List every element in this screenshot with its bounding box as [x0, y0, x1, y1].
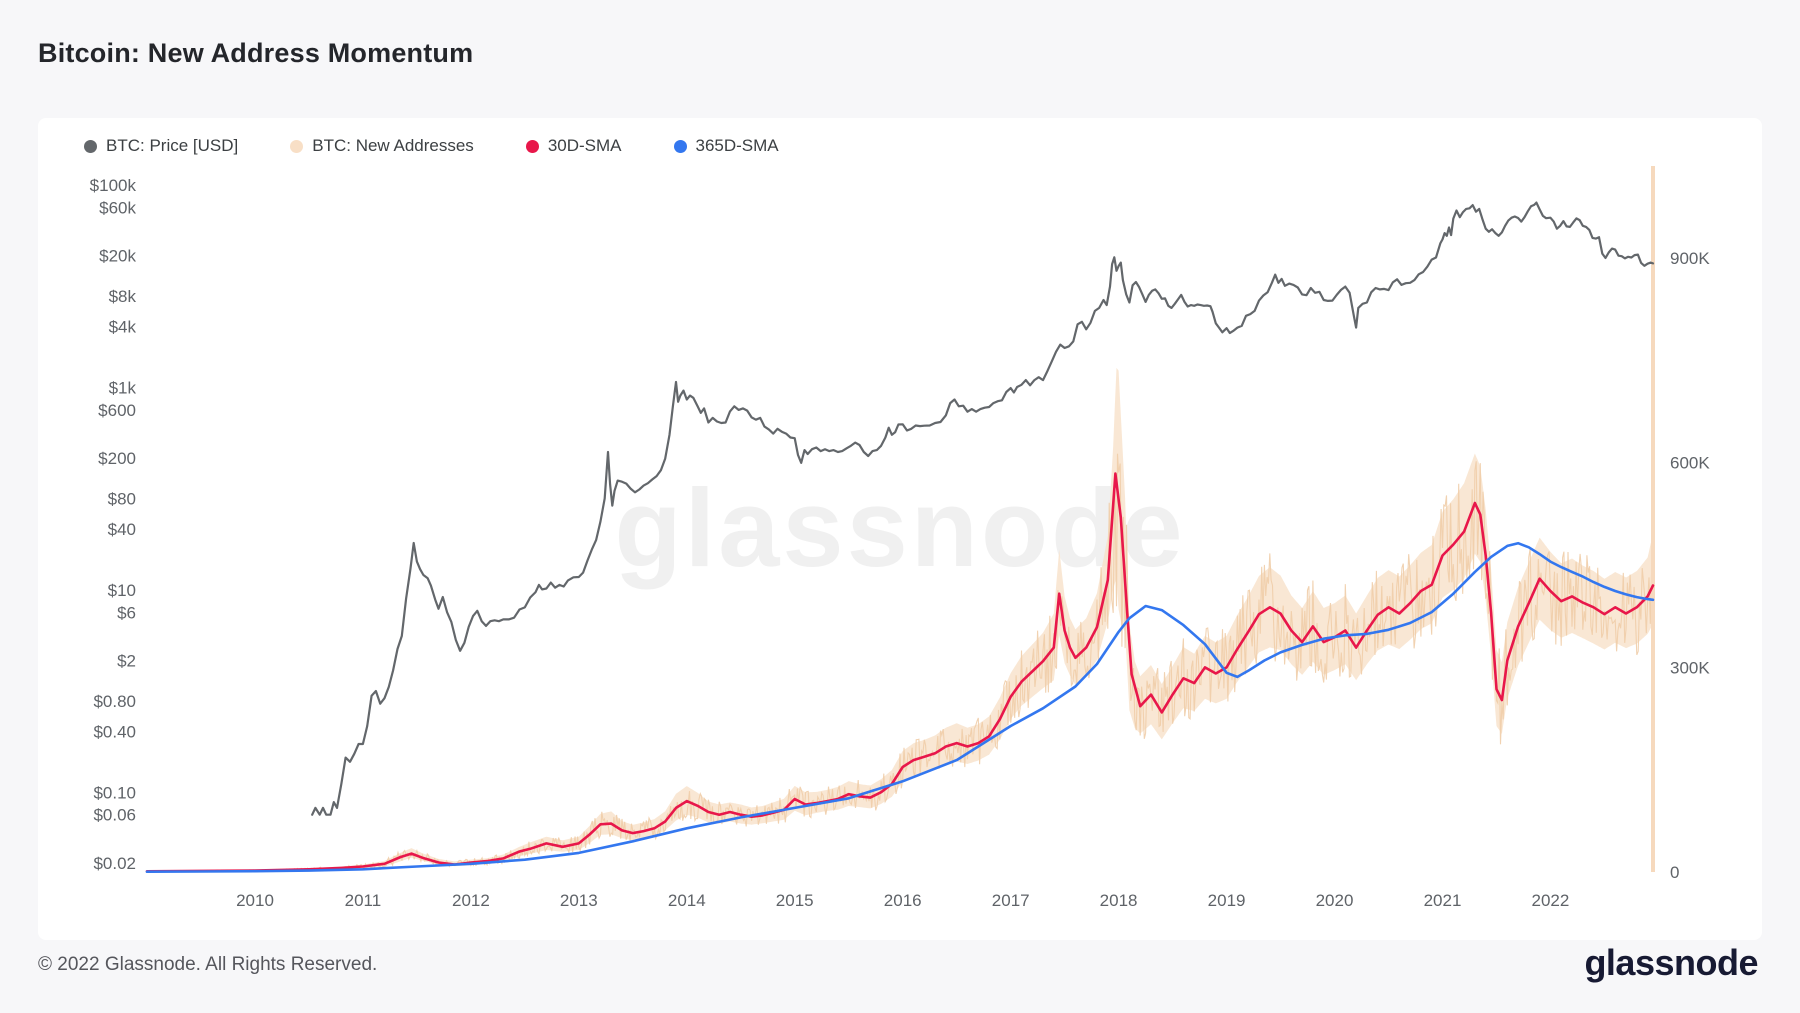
legend-item-365d-sma[interactable]: 365D-SMA — [673, 136, 779, 156]
year-axis-tick: 2011 — [345, 891, 382, 910]
year-axis-tick: 2010 — [236, 891, 274, 910]
legend-label: 365D-SMA — [695, 136, 779, 155]
price-axis-tick: $8k — [109, 287, 137, 306]
legend-item-btc-price[interactable]: BTC: Price [USD] — [84, 136, 238, 156]
new-addresses-swatch-icon — [290, 139, 304, 153]
price-axis-tick: $1k — [109, 378, 137, 397]
legend-label: 30D-SMA — [547, 136, 622, 155]
price-axis-tick: $2 — [117, 652, 136, 671]
price-swatch-icon — [84, 139, 97, 153]
year-axis-tick: 2017 — [992, 891, 1030, 910]
year-axis-tick: 2016 — [884, 891, 922, 910]
year-axis-tick: 2012 — [452, 891, 490, 910]
year-axis-tick: 2021 — [1424, 891, 1462, 910]
legend-label: BTC: New Addresses — [312, 136, 474, 155]
legend-item-30d-sma[interactable]: 30D-SMA — [525, 136, 622, 156]
sma-365d-swatch-icon — [673, 139, 687, 153]
addresses-axis-tick: 600K — [1670, 454, 1710, 473]
price-axis-tick: $0.06 — [93, 806, 136, 825]
price-axis-tick: $600 — [98, 401, 136, 420]
new-addresses-band — [147, 367, 1653, 872]
page-title: Bitcoin: New Address Momentum — [38, 38, 474, 68]
year-axis-tick: 2013 — [560, 891, 598, 910]
sma-30d-line — [145, 472, 1655, 873]
latest-value-cursor — [1651, 166, 1655, 872]
legend-item-new-addresses[interactable]: BTC: New Addresses — [290, 136, 474, 156]
year-axis-tick: 2022 — [1531, 891, 1569, 910]
year-axis-tick: 2015 — [776, 891, 814, 910]
price-axis-tick: $40 — [108, 520, 136, 539]
year-axis-tick: 2014 — [668, 891, 706, 910]
sma-365d-line — [145, 541, 1655, 873]
price-axis-tick: $0.10 — [93, 783, 136, 802]
addresses-axis-tick: 300K — [1670, 658, 1710, 677]
year-axis-tick: 2018 — [1100, 891, 1138, 910]
price-axis-tick: $80 — [108, 489, 136, 508]
glassnode-logo: glassnode — [1584, 942, 1758, 983]
price-axis-tick: $10 — [108, 581, 136, 600]
price-axis-tick: $0.02 — [93, 854, 136, 873]
year-axis-tick: 2019 — [1208, 891, 1246, 910]
year-axis-tick: 2020 — [1316, 891, 1354, 910]
footer-copyright: © 2022 Glassnode. All Rights Reserved. — [38, 954, 378, 975]
price-axis-tick: $100k — [90, 176, 137, 195]
addresses-axis-tick: 900K — [1670, 249, 1710, 268]
chart-panel: BTC: Price [USD] BTC: New Addresses 30D-… — [38, 118, 1762, 940]
legend-label: BTC: Price [USD] — [106, 136, 239, 155]
price-axis-tick: $20k — [99, 247, 136, 266]
chart-legend: BTC: Price [USD] BTC: New Addresses 30D-… — [84, 136, 779, 156]
btc-price-line — [311, 201, 1655, 816]
price-axis-tick: $200 — [98, 449, 136, 468]
addresses-axis-tick: 0 — [1670, 863, 1679, 882]
price-axis-tick: $4k — [109, 318, 137, 337]
price-axis-tick: $60k — [99, 198, 136, 217]
price-axis-tick: $6 — [117, 603, 136, 622]
price-axis-tick: $0.80 — [93, 692, 136, 711]
glassnode-watermark: glassnode — [614, 467, 1185, 590]
sma-30d-swatch-icon — [525, 139, 539, 153]
momentum-chart[interactable]: glassnode $100k $60k $20k $8k $4k $1k $600 $200 $… — [38, 118, 1762, 940]
price-axis-tick: $0.40 — [93, 722, 136, 741]
